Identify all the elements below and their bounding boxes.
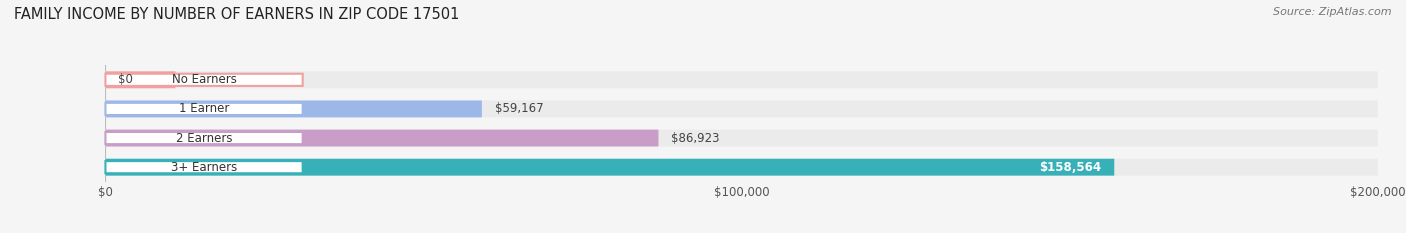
FancyBboxPatch shape	[105, 74, 302, 86]
Text: $0: $0	[118, 73, 134, 86]
Text: $158,564: $158,564	[1039, 161, 1101, 174]
FancyBboxPatch shape	[105, 71, 176, 88]
Text: 3+ Earners: 3+ Earners	[172, 161, 238, 174]
Text: FAMILY INCOME BY NUMBER OF EARNERS IN ZIP CODE 17501: FAMILY INCOME BY NUMBER OF EARNERS IN ZI…	[14, 7, 460, 22]
FancyBboxPatch shape	[105, 71, 1378, 88]
Text: 1 Earner: 1 Earner	[179, 103, 229, 115]
FancyBboxPatch shape	[105, 130, 658, 147]
FancyBboxPatch shape	[105, 159, 1378, 176]
Text: No Earners: No Earners	[172, 73, 236, 86]
FancyBboxPatch shape	[105, 100, 1378, 117]
Text: 2 Earners: 2 Earners	[176, 132, 232, 144]
FancyBboxPatch shape	[105, 132, 302, 144]
FancyBboxPatch shape	[105, 161, 302, 173]
FancyBboxPatch shape	[105, 159, 1115, 176]
Text: $59,167: $59,167	[495, 103, 543, 115]
FancyBboxPatch shape	[105, 100, 482, 117]
FancyBboxPatch shape	[105, 130, 1378, 147]
FancyBboxPatch shape	[105, 103, 302, 115]
Text: $86,923: $86,923	[671, 132, 720, 144]
Text: Source: ZipAtlas.com: Source: ZipAtlas.com	[1274, 7, 1392, 17]
